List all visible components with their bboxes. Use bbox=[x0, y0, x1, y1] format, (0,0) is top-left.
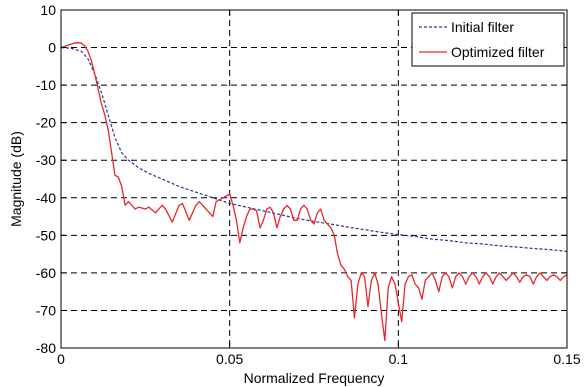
series-line-initial-filter bbox=[60, 46, 568, 253]
x-tick-label: 0.15 bbox=[553, 351, 580, 367]
x-tick-label: 0.05 bbox=[216, 351, 243, 367]
y-tick-label: -60 bbox=[36, 265, 56, 281]
y-axis-label: Magnitude (dB) bbox=[8, 131, 24, 227]
y-tick-label: -20 bbox=[36, 115, 56, 131]
y-tick-label: -30 bbox=[36, 152, 56, 168]
legend-box bbox=[411, 12, 565, 67]
y-tick-label: -10 bbox=[36, 77, 56, 93]
tick-labels: 0 0.05 0.1 0.15 10 0 -10 -20 -30 -40 -50 -60 -70 -80 bbox=[36, 2, 581, 367]
y-tick-label: -40 bbox=[36, 190, 56, 206]
plot-frame bbox=[60, 9, 568, 349]
y-tick-label: -50 bbox=[36, 227, 56, 243]
tick-marks bbox=[60, 9, 568, 349]
y-tick-label: 10 bbox=[40, 2, 56, 18]
y-tick-label: -70 bbox=[36, 302, 56, 318]
series-line-optimized-filter bbox=[60, 42, 568, 342]
x-axis-label: Normalized Frequency bbox=[244, 370, 385, 386]
y-tick-label: -80 bbox=[36, 340, 56, 356]
legend: Initial filter Optimized filter bbox=[411, 12, 565, 67]
series-layer bbox=[60, 42, 568, 342]
y-tick-label: 0 bbox=[48, 40, 56, 56]
x-tick-label: 0.1 bbox=[389, 351, 409, 367]
legend-label-initial-filter: Initial filter bbox=[451, 19, 514, 35]
legend-label-optimized-filter: Optimized filter bbox=[451, 44, 545, 60]
x-tick-label: 0 bbox=[57, 351, 65, 367]
